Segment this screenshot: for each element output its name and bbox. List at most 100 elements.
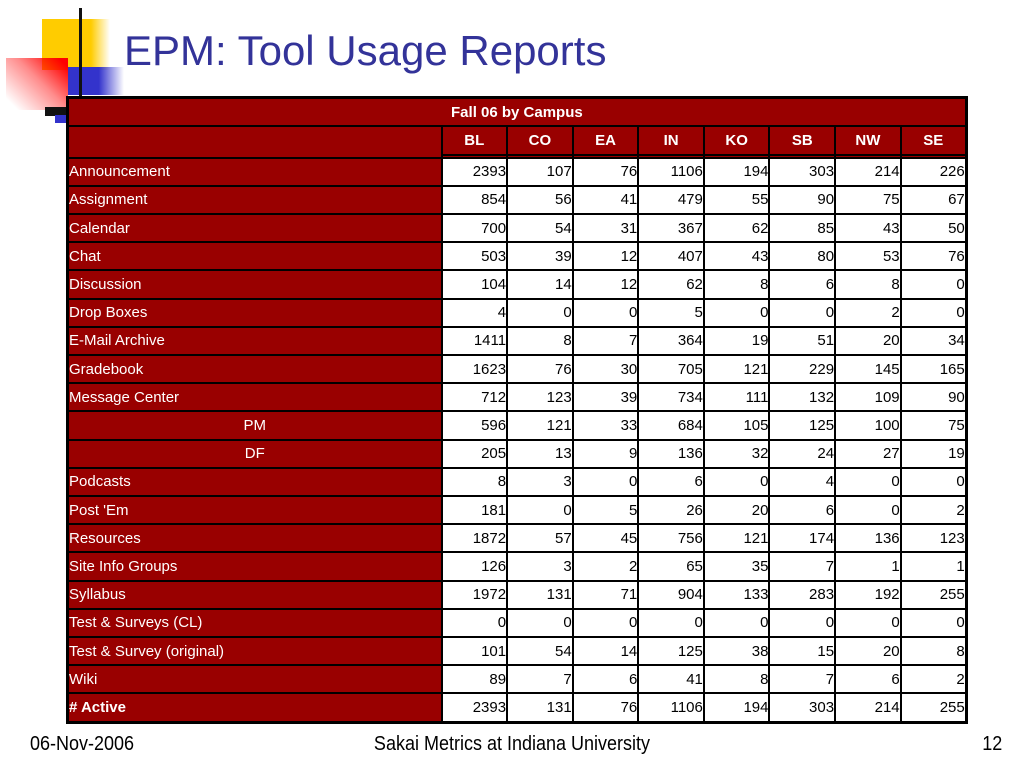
table-row: Wiki 89 7 6 41 8 7 6 2 [66, 664, 968, 695]
data-cell: 131 [506, 692, 574, 724]
empty-cell [834, 153, 902, 159]
data-cell: 255 [899, 692, 968, 724]
data-cell: 0 [702, 297, 771, 328]
slide-title: EPM: Tool Usage Reports [124, 27, 607, 74]
data-cell: 104 [440, 269, 509, 300]
logo-blue-bar [55, 115, 69, 123]
data-cell: 55 [702, 184, 771, 216]
data-cell: 26 [637, 495, 705, 526]
row-label: Resources [66, 523, 443, 554]
data-cell: 8 [834, 269, 902, 300]
data-cell: 4 [440, 297, 509, 328]
data-cell: 0 [702, 466, 771, 498]
table-row: PM 596 121 33 684 105 125 100 75 [66, 410, 968, 441]
data-cell: 1623 [440, 354, 509, 385]
data-cell: 80 [768, 241, 837, 272]
data-cell: 43 [834, 213, 902, 244]
row-label: Assignment [66, 184, 443, 216]
data-cell: 54 [506, 213, 574, 244]
data-cell: 27 [834, 438, 902, 469]
data-cell: 56 [506, 184, 574, 216]
data-cell: 125 [637, 636, 705, 667]
data-cell: 194 [702, 156, 771, 187]
data-cell: 2 [571, 551, 640, 582]
data-cell: 33 [571, 410, 640, 441]
data-cell: 90 [899, 382, 968, 413]
data-cell: 123 [899, 523, 968, 554]
table-row: Chat 503 39 12 407 43 80 53 76 [66, 241, 968, 272]
data-cell: 111 [702, 382, 771, 413]
row-label: E-Mail Archive [66, 325, 443, 357]
data-cell: 35 [702, 551, 771, 582]
data-cell: 126 [440, 551, 509, 582]
data-cell: 121 [506, 410, 574, 441]
data-cell: 67 [899, 184, 968, 216]
data-cell: 2 [899, 495, 968, 526]
data-cell: 34 [899, 325, 968, 357]
data-cell: 76 [571, 692, 640, 724]
data-cell: 0 [768, 297, 837, 328]
data-cell: 229 [768, 354, 837, 385]
row-label: DF [66, 438, 443, 469]
row-label: Discussion [66, 269, 443, 300]
data-cell: 181 [440, 495, 509, 526]
table-title-row: Fall 06 by Campus [66, 96, 968, 128]
data-cell: 20 [834, 325, 902, 357]
data-cell: 41 [571, 184, 640, 216]
data-cell: 214 [834, 692, 902, 724]
logo-blue-rectangle [68, 67, 124, 95]
data-cell: 0 [834, 495, 902, 526]
data-cell: 8 [702, 664, 771, 695]
data-cell: 12 [571, 241, 640, 272]
data-cell: 85 [768, 213, 837, 244]
slide-footer: Sakai Metrics at Indiana University 06-N… [0, 733, 1024, 761]
table-row: Podcasts 8 3 0 6 0 4 0 0 [66, 466, 968, 498]
data-cell: 596 [440, 410, 509, 441]
data-cell: 12 [571, 269, 640, 300]
data-cell: 0 [899, 466, 968, 498]
data-cell: 0 [506, 495, 574, 526]
table-row: Site Info Groups 126 3 2 65 35 7 1 1 [66, 551, 968, 582]
row-label: Test & Surveys (CL) [66, 607, 443, 639]
data-cell: 54 [506, 636, 574, 667]
row-label: # Active [66, 692, 443, 724]
data-cell: 8 [702, 269, 771, 300]
data-cell: 76 [506, 354, 574, 385]
data-cell: 367 [637, 213, 705, 244]
data-cell: 4 [768, 466, 837, 498]
data-cell: 5 [637, 297, 705, 328]
data-cell: 479 [637, 184, 705, 216]
data-cell: 53 [834, 241, 902, 272]
data-cell: 57 [506, 523, 574, 554]
data-cell: 133 [702, 579, 771, 610]
data-cell: 214 [834, 156, 902, 187]
data-cell: 192 [834, 579, 902, 610]
table-empty-row [68, 153, 968, 159]
data-cell: 90 [768, 184, 837, 216]
data-cell: 32 [702, 438, 771, 469]
empty-cell [899, 153, 968, 159]
data-cell: 1872 [440, 523, 509, 554]
empty-cell [440, 153, 509, 159]
data-cell: 0 [768, 607, 837, 639]
data-cell: 0 [571, 607, 640, 639]
data-cell: 14 [571, 636, 640, 667]
data-cell: 503 [440, 241, 509, 272]
footer-page-number: 12 [981, 733, 1002, 755]
data-cell: 100 [834, 410, 902, 441]
row-label: Site Info Groups [66, 551, 443, 582]
data-cell: 904 [637, 579, 705, 610]
row-label: Chat [66, 241, 443, 272]
data-cell: 364 [637, 325, 705, 357]
row-label: Test & Survey (original) [66, 636, 443, 667]
data-cell: 20 [834, 636, 902, 667]
data-cell: 0 [506, 297, 574, 328]
data-cell: 9 [571, 438, 640, 469]
data-cell: 62 [702, 213, 771, 244]
row-label: Drop Boxes [66, 297, 443, 328]
data-cell: 0 [899, 297, 968, 328]
logo-red-square [6, 58, 68, 110]
footer-center-text: Sakai Metrics at Indiana University [373, 733, 651, 755]
empty-cell [702, 153, 771, 159]
data-cell: 41 [637, 664, 705, 695]
